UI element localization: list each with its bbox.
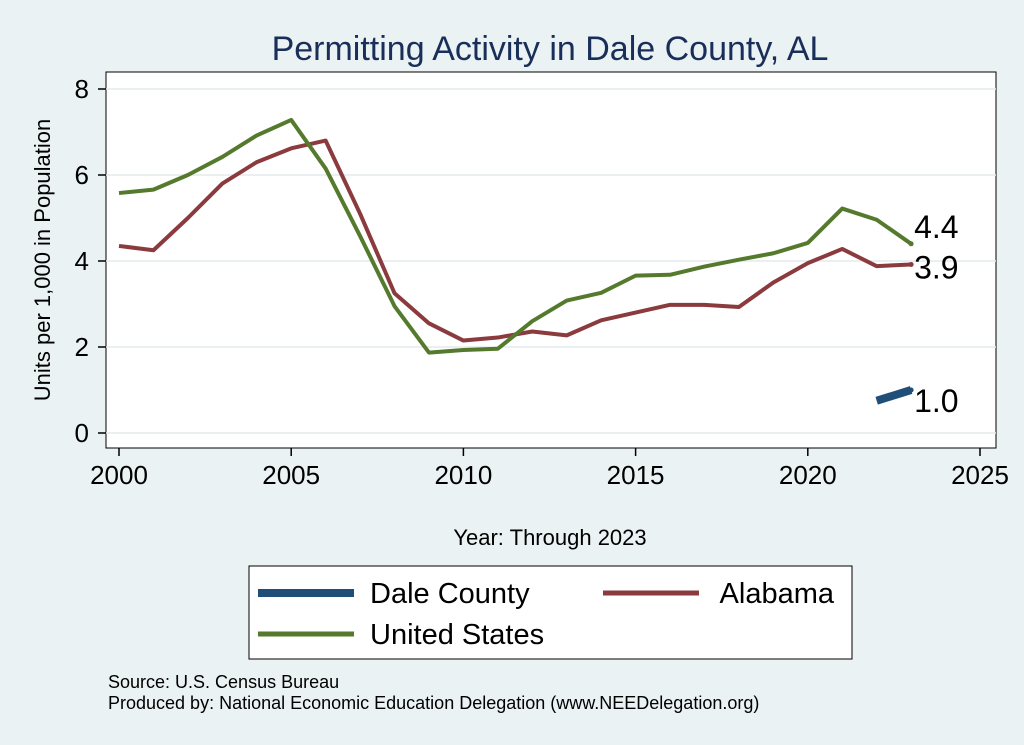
x-tick-label: 2015 — [607, 460, 665, 490]
y-tick-label: 4 — [75, 246, 89, 276]
series-end-point-dale-county — [908, 387, 914, 393]
legend: Dale County Alabama United States — [248, 565, 853, 660]
x-tick-label: 2020 — [779, 460, 837, 490]
y-axis: 0 2 4 6 8 — [75, 74, 106, 448]
y-tick-label: 2 — [75, 332, 89, 362]
end-labels: 3.9 4.4 1.0 — [914, 209, 958, 419]
end-label-dale-county: 1.0 — [914, 383, 958, 419]
legend-label-alabama: Alabama — [720, 578, 835, 610]
y-axis-title: Units per 1,000 in Population — [30, 119, 55, 402]
x-axis-title: Year: Through 2023 — [453, 525, 646, 550]
x-tick-label: 2025 — [951, 460, 1009, 490]
produced-note: Produced by: National Economic Education… — [108, 693, 759, 713]
chart-title: Permitting Activity in Dale County, AL — [272, 30, 829, 68]
legend-box — [248, 565, 853, 660]
legend-label-dale-county: Dale County — [370, 578, 530, 610]
series-lines — [118, 117, 914, 405]
series-end-point-united-states — [908, 241, 914, 247]
series-line-dale-county — [875, 386, 913, 405]
x-axis: 2000 2005 2010 2015 2020 2025 — [90, 448, 1009, 490]
legend-label-united-states: United States — [370, 619, 544, 651]
series-end-point-alabama — [908, 261, 914, 267]
x-tick-label: 2010 — [434, 460, 492, 490]
end-label-united-states: 4.4 — [914, 209, 958, 245]
x-tick-label: 2005 — [262, 460, 320, 490]
x-tick-label: 2000 — [90, 460, 148, 490]
end-label-alabama: 3.9 — [914, 249, 958, 285]
y-tick-label: 8 — [75, 74, 89, 104]
y-tick-label: 0 — [75, 418, 89, 448]
series-line-united-states — [118, 117, 913, 355]
grid-lines — [106, 88, 996, 434]
source-note: Source: U.S. Census Bureau — [108, 672, 339, 692]
y-tick-label: 6 — [75, 160, 89, 190]
